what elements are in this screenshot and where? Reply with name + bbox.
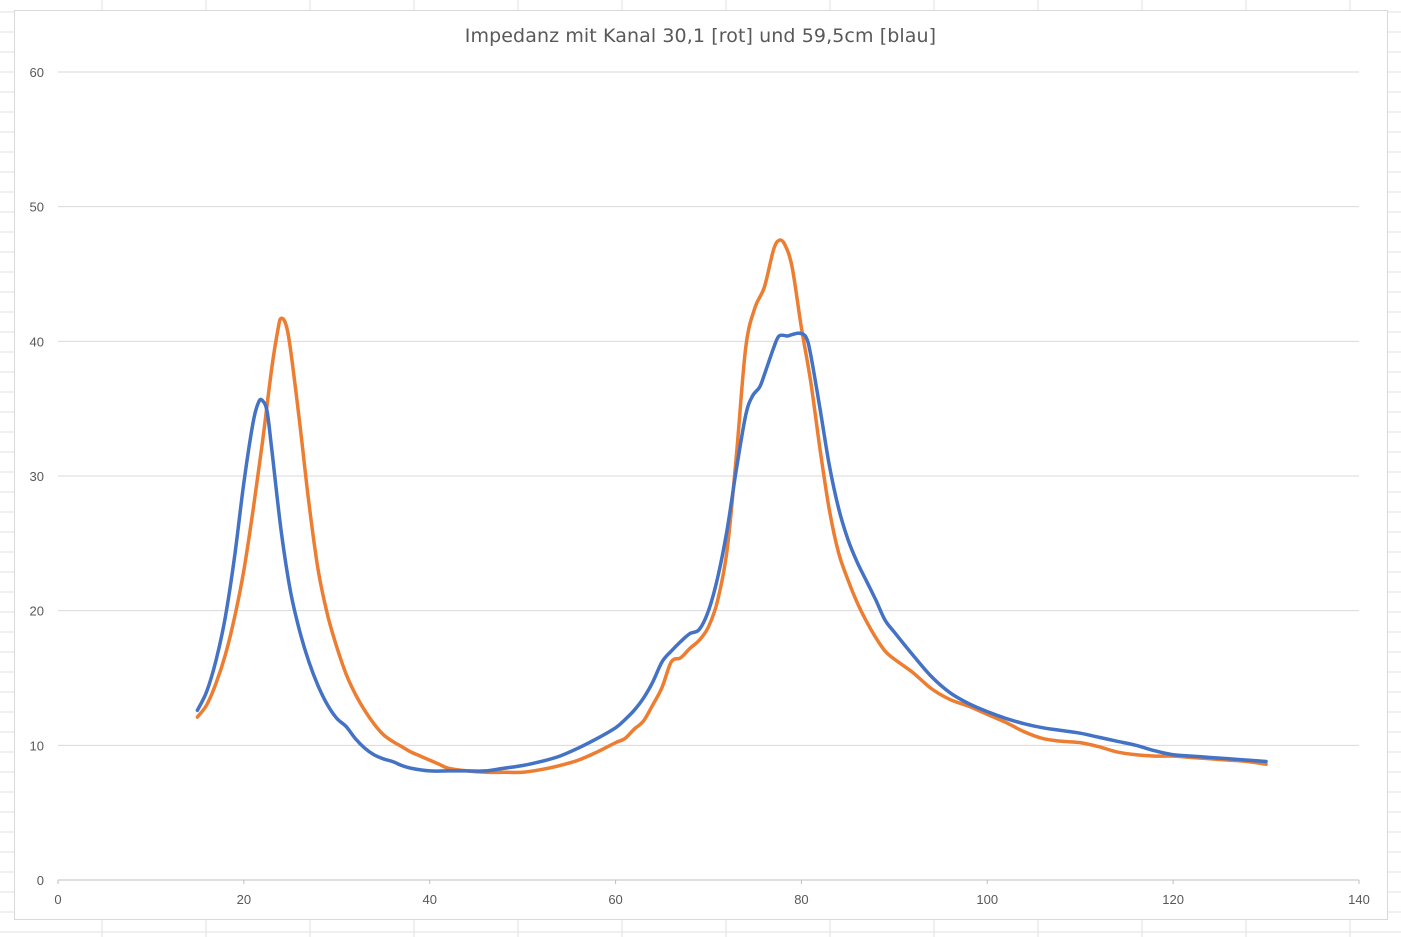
y-tick-label: 30 (30, 469, 44, 484)
y-tick-label: 0 (37, 873, 44, 888)
x-tick-label: 140 (1348, 892, 1370, 907)
y-tick-label: 10 (30, 738, 44, 753)
y-tick-label: 40 (30, 334, 44, 349)
x-tick-label: 40 (422, 892, 436, 907)
series-lines (195, 238, 1268, 775)
x-tick-label: 60 (608, 892, 622, 907)
x-tick-label: 0 (54, 892, 61, 907)
y-tick-label: 20 (30, 604, 44, 619)
axes: 0 10 20 30 40 50 60 0 20 40 60 80 100 120 140 (30, 65, 1370, 907)
chart-title: Impedanz mit Kanal 30,1 [rot] und 59,5cm… (464, 25, 937, 47)
x-tick-label: 120 (1162, 892, 1184, 907)
chart-area[interactable] (14, 10, 1388, 920)
series-line-orange[interactable] (195, 238, 1268, 775)
series-line-blue[interactable] (195, 331, 1268, 773)
x-tick-label: 80 (794, 892, 808, 907)
x-tick-label: 20 (237, 892, 251, 907)
x-tick-label: 100 (976, 892, 998, 907)
grid-lines (58, 71, 1359, 881)
y-tick-label: 60 (30, 65, 44, 80)
y-tick-label: 50 (30, 200, 44, 215)
